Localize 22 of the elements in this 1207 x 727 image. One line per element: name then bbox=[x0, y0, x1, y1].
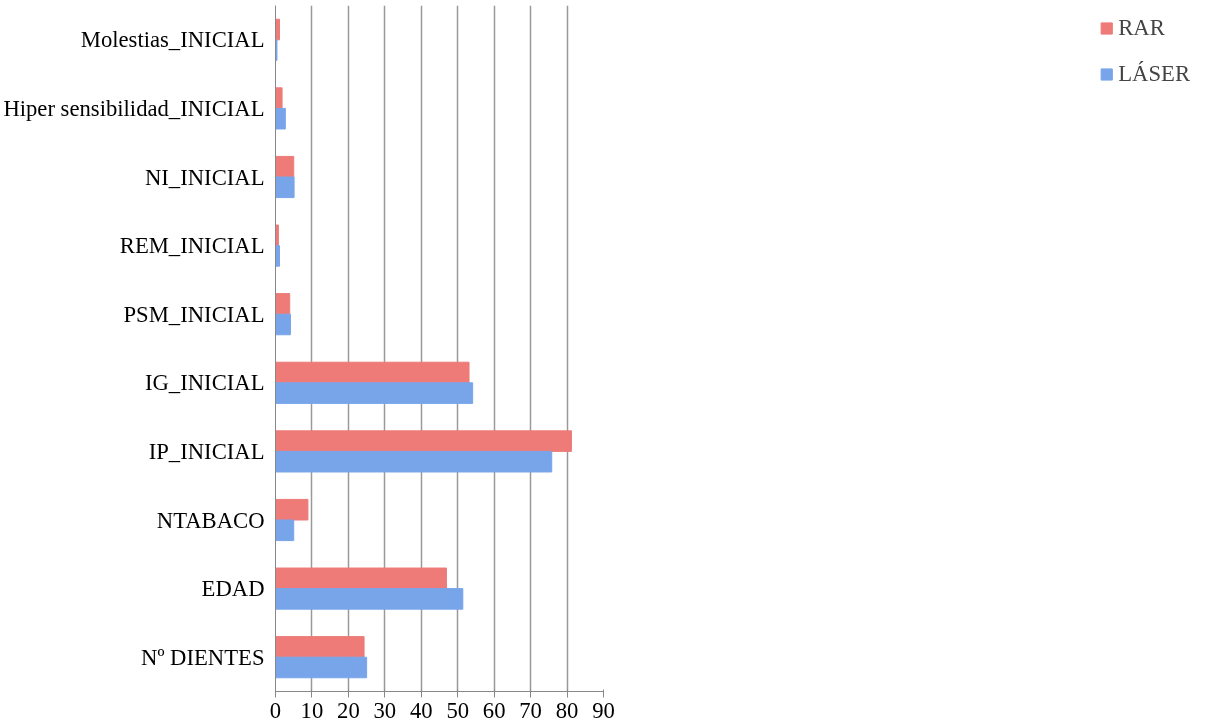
x-tick-label: 50 bbox=[446, 697, 470, 723]
y-tick-label: Hiper sensibilidad_INICIAL bbox=[3, 95, 265, 121]
y-tick-label: IG_INICIAL bbox=[144, 370, 265, 396]
y-tick-label: NTABACO bbox=[156, 507, 265, 533]
x-tick-label: 60 bbox=[482, 697, 506, 723]
x-tick-label: 20 bbox=[337, 697, 360, 723]
y-tick-label: PSM_INICIAL bbox=[123, 301, 265, 327]
y-tick-label: IP_INICIAL bbox=[148, 438, 265, 464]
legend-label: LÁSER bbox=[1118, 61, 1190, 87]
x-tick-label: 30 bbox=[373, 697, 397, 723]
x-tick-label: 0 bbox=[269, 697, 282, 723]
y-tick-label: Nº DIENTES bbox=[141, 644, 265, 670]
y-tick-label: REM_INICIAL bbox=[119, 233, 265, 259]
x-tick-label: 40 bbox=[409, 697, 433, 723]
y-tick-label: NI_INICIAL bbox=[144, 164, 265, 190]
x-tick-label: 90 bbox=[592, 697, 615, 723]
legend-label: RAR bbox=[1118, 15, 1165, 41]
y-tick-label: EDAD bbox=[201, 576, 265, 602]
y-tick-label: Molestias_INICIAL bbox=[80, 27, 265, 53]
x-tick-label: 10 bbox=[300, 697, 324, 723]
x-tick-label: 70 bbox=[519, 697, 542, 723]
x-tick-label: 80 bbox=[555, 697, 579, 723]
